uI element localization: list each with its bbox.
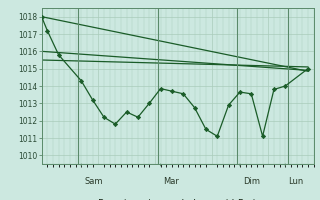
Text: Sam: Sam (84, 176, 102, 186)
Text: Lun: Lun (288, 176, 303, 186)
Text: Dim: Dim (243, 176, 260, 186)
Text: Mar: Mar (164, 176, 179, 186)
Text: Pression niveau de la mer( hPa ): Pression niveau de la mer( hPa ) (99, 198, 257, 200)
